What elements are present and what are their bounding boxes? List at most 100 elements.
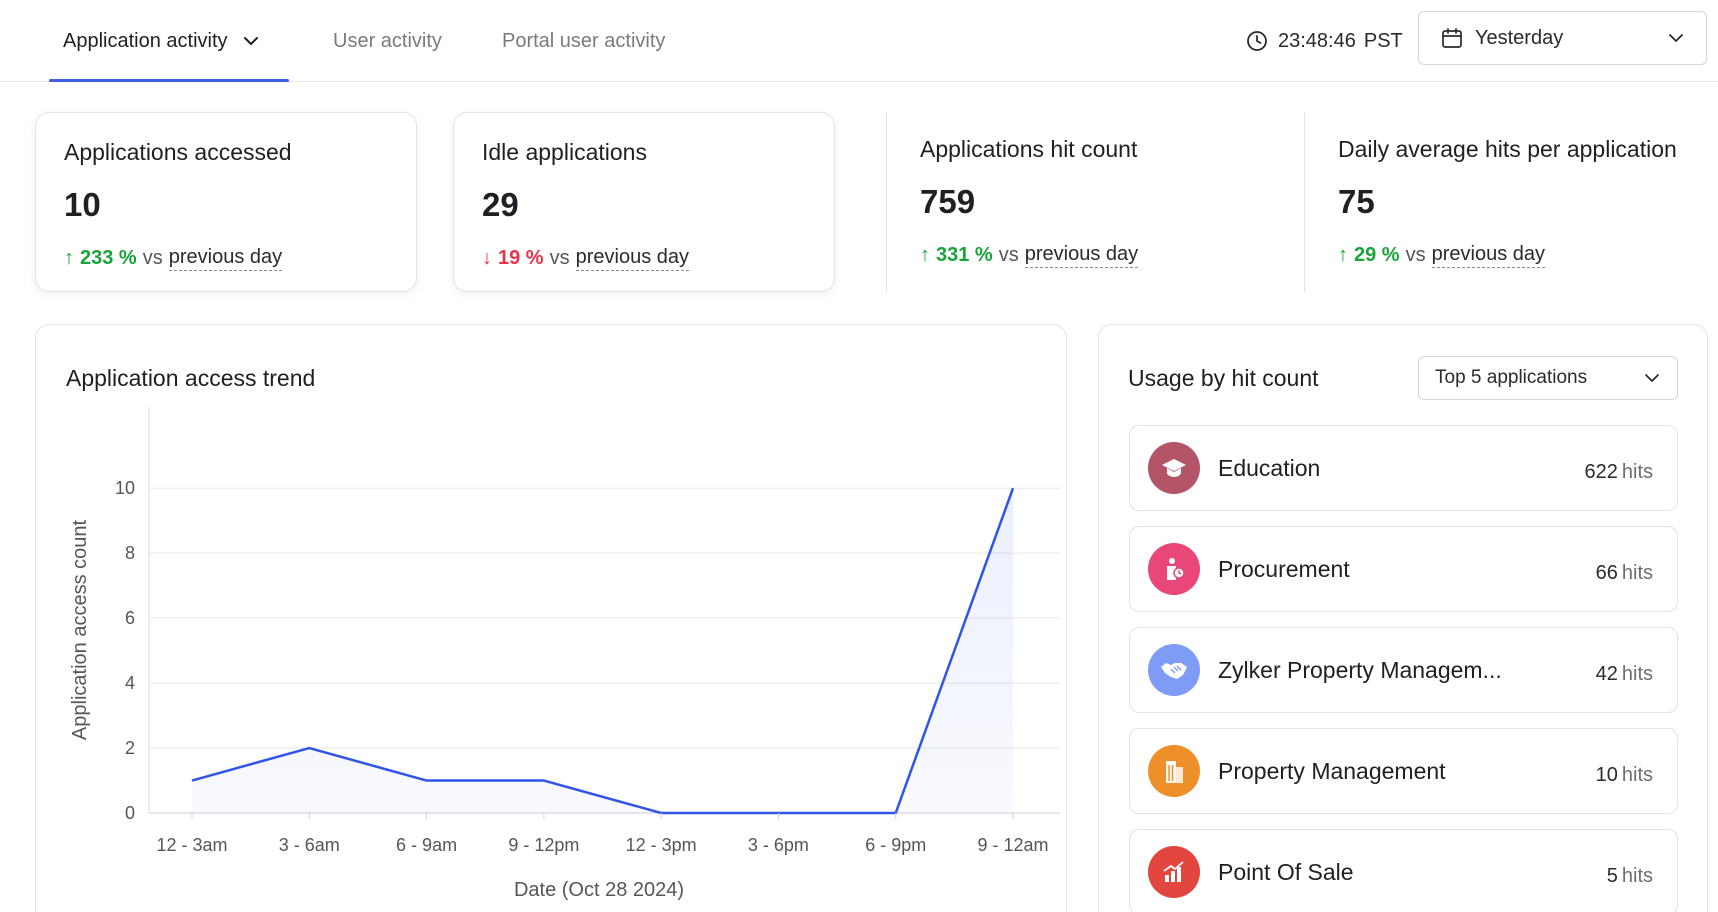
y-axis-title: Application access count [69,520,91,741]
active-tab-indicator [49,79,289,82]
hits-unit: hits [1621,662,1653,685]
stat-card-idle-applications: Idle applications 29 ↓ 19 % vs previous … [453,112,835,292]
app-row-zylker-property-management[interactable]: Zylker Property Managem... 42 hits [1129,627,1678,713]
stat-delta: ↑ 233 % vs previous day [64,246,388,271]
app-name: Procurement [1218,555,1350,582]
arrow-up-icon: ↑ [64,247,74,269]
app-hits: 10 hits [1596,756,1653,787]
hits-count: 622 [1584,460,1618,483]
app-hits: 66 hits [1596,554,1653,585]
x-tick-label: 6 - 9am [396,835,457,855]
vs-label: vs [142,247,163,269]
stat-value: 759 [920,183,976,220]
timezone: PST [1363,29,1403,52]
app-hits: 622 hits [1585,453,1654,484]
handshake-icon [1148,644,1200,696]
chevron-down-icon [1666,28,1686,48]
stat-label: Applications accessed [64,139,292,165]
stat-card-applications-hit-count: Applications hit count 759 ↑ 331 % vs pr… [892,112,1292,292]
series-area [192,488,1013,813]
hits-unit: hits [1621,763,1653,786]
app-name: Zylker Property Managem... [1218,656,1502,683]
stat-label: Applications hit count [920,136,1138,162]
vs-label: vs [549,247,570,269]
tab-portal-user-activity[interactable]: Portal user activity [502,0,665,82]
app-name: Point Of Sale [1218,858,1354,885]
x-tick-label: 3 - 6am [279,835,340,855]
tab-label: Application activity [63,29,228,52]
vs-label: vs [998,244,1019,266]
app-row-procurement[interactable]: Procurement 66 hits [1129,526,1678,612]
hits-count: 10 [1595,763,1618,786]
stat-label: Daily average hits per application [1338,136,1677,162]
tab-label: Portal user activity [502,29,666,52]
stat-change: 29 % [1354,244,1400,266]
divider [886,112,887,292]
stat-delta: ↑ 331 % vs previous day [920,243,1264,268]
date-range-select[interactable]: Yesterday [1418,11,1707,65]
chevron-down-icon [1643,369,1661,387]
arrow-up-icon: ↑ [920,244,930,266]
access-trend-card: Application access trend 0 2 4 6 8 10 12 - 3am… [35,324,1067,912]
tab-application-activity[interactable]: Application activity [63,0,260,82]
stat-label: Idle applications [482,139,647,165]
stat-change: 19 % [498,247,544,269]
usage-title: Usage by hit count [1128,365,1319,391]
hits-unit: hits [1621,561,1653,584]
procurement-icon [1148,543,1200,595]
x-tick-label: 6 - 9pm [865,835,926,855]
app-name: Property Management [1218,757,1446,784]
x-tick-label: 9 - 12pm [508,835,579,855]
building-icon [1148,745,1200,797]
stat-change: 331 % [936,244,993,266]
chevron-down-icon [242,32,260,50]
compare-period-link[interactable]: previous day [1024,243,1139,268]
top-applications-select[interactable]: Top 5 applications [1418,356,1678,400]
current-time: 23:48:46 PST [1246,0,1403,82]
x-tick-label: 3 - 6pm [748,835,809,855]
app-row-point-of-sale[interactable]: Point Of Sale 5 hits [1129,829,1678,912]
stat-delta: ↑ 29 % vs previous day [1338,243,1690,268]
compare-period-link[interactable]: previous day [1431,243,1545,268]
app-name: Education [1218,454,1321,481]
app-hits: 42 hits [1596,655,1653,686]
arrow-up-icon: ↑ [1338,244,1348,266]
compare-period-link[interactable]: previous day [575,246,689,271]
hits-unit: hits [1621,864,1653,887]
hits-count: 66 [1595,561,1618,584]
stat-value: 29 [482,186,519,223]
x-tick-label: 12 - 3pm [626,835,697,855]
time-value: 23:48:46 [1278,29,1356,52]
y-tick-label: 8 [125,543,135,563]
top-navigation: Application activity User activity Porta… [0,0,1718,82]
hits-count: 42 [1595,662,1618,685]
stat-value: 10 [64,186,101,223]
app-hits: 5 hits [1607,857,1653,888]
stat-change: 233 % [80,247,137,269]
chart-title: Application access trend [66,365,316,391]
stat-value: 75 [1338,183,1375,220]
usage-by-hit-count-card: Usage by hit count Top 5 applications Ed… [1098,324,1708,912]
y-tick-label: 2 [125,738,135,758]
stat-card-applications-accessed: Applications accessed 10 ↑ 233 % vs prev… [35,112,417,292]
app-row-education[interactable]: Education 622 hits [1129,425,1678,511]
hits-count: 5 [1606,864,1618,887]
divider [1304,112,1305,292]
hits-unit: hits [1621,460,1653,483]
clock-icon [1246,30,1278,52]
access-trend-chart: 0 2 4 6 8 10 12 - 3am 3 - 6am 6 - 9am 9 - 12pm 12 … [69,407,1060,901]
tab-user-activity[interactable]: User activity [333,0,442,82]
chart-up-icon [1148,846,1200,898]
series-line [191,487,1015,815]
vs-label: vs [1405,244,1426,266]
stat-delta: ↓ 19 % vs previous day [482,246,806,271]
y-tick-label: 4 [125,673,135,693]
y-tick-label: 10 [115,478,135,498]
usage-filter-value: Top 5 applications [1435,367,1588,388]
date-range-value: Yesterday [1475,26,1564,49]
graduation-cap-icon [1148,442,1200,494]
x-tick-label: 12 - 3am [156,835,227,855]
compare-period-link[interactable]: previous day [168,246,283,271]
stat-card-daily-average-hits: Daily average hits per application 75 ↑ … [1310,112,1718,292]
app-row-property-management[interactable]: Property Management 10 hits [1129,728,1678,814]
